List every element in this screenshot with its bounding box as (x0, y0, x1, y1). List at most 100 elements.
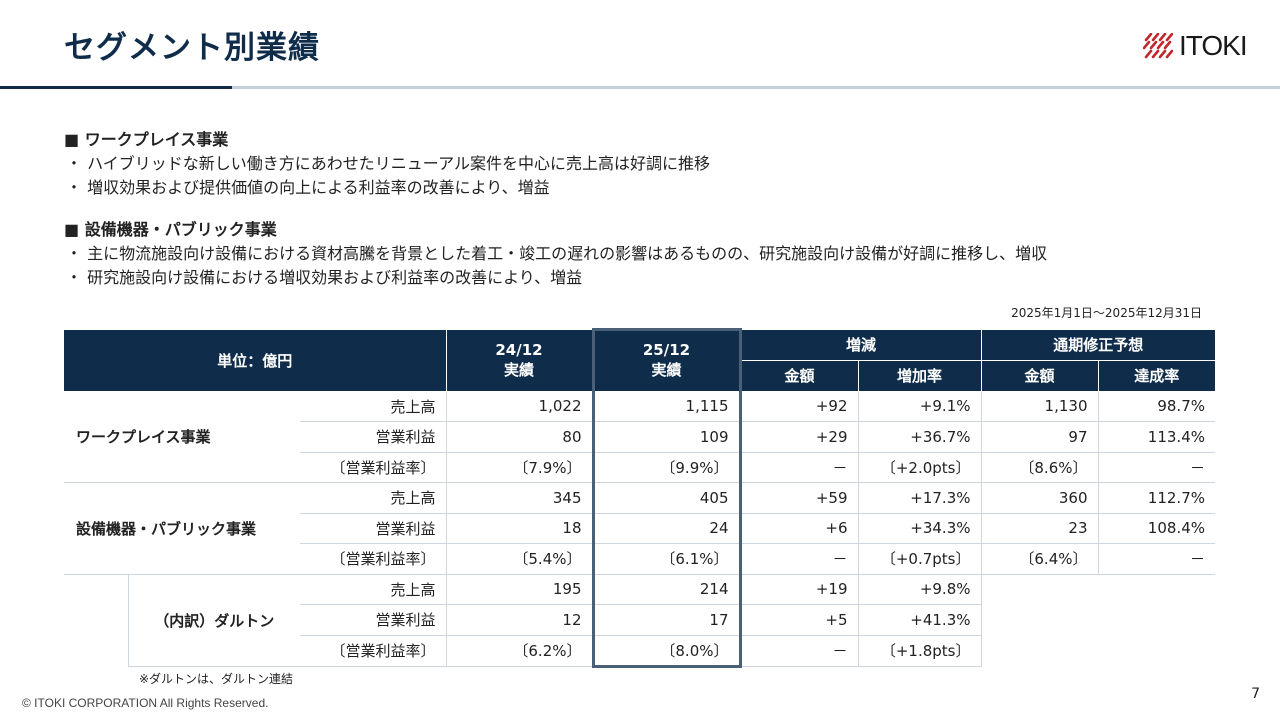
indent-spacer (64, 574, 128, 667)
cell-change: +6 (740, 513, 859, 544)
header-subtitle: 実績 (503, 360, 534, 379)
section-workplace: ■ ワークプレイス事業 ・ ハイブリッドな新しい働き方にあわせたリニューアル案件… (64, 128, 710, 200)
logo-text: ITOKI (1179, 30, 1248, 61)
header-period: 24/12 (495, 340, 543, 359)
copyright: © ITOKI CORPORATION All Rights Reserved. (22, 696, 269, 710)
company-logo: ITOKI (1143, 30, 1248, 62)
cell-2512: 109 (591, 421, 742, 453)
cell-forecast: 360 (981, 482, 1099, 514)
cell-forecast: 〔6.4%〕 (981, 543, 1099, 575)
row-label: 〔営業利益率〕 (300, 635, 447, 667)
cell-2412: 〔6.2%〕 (446, 635, 594, 667)
header-amount: 金額 (740, 360, 859, 392)
cell-change: － (740, 452, 859, 483)
cell-change: － (740, 543, 859, 575)
cell-forecast: 〔8.6%〕 (981, 452, 1099, 483)
header-subtitle: 実績 (651, 361, 682, 380)
cell-change: － (740, 635, 859, 667)
row-label: 売上高 (300, 574, 447, 605)
group-label: ワークプレイス事業 (64, 391, 300, 483)
table-row: 営業利益 80 109 +29 +36.7% 97 113.4% (64, 421, 1215, 453)
row-label: 〔営業利益率〕 (300, 543, 447, 575)
header-rule (232, 86, 1280, 89)
row-label: 売上高 (300, 482, 447, 514)
table-row: （内訳）ダルトン 売上高 195 214 +19 +9.8% (64, 574, 1215, 667)
cell-achievement: 108.4% (1098, 513, 1215, 544)
table-row: 〔営業利益率〕 〔7.9%〕 〔9.9%〕 － 〔+2.0pts〕 〔8.6%〕… (64, 452, 1215, 483)
bullet: ・ 主に物流施設向け設備における資材高騰を背景とした着工・竣工の遅れの影響はある… (66, 244, 1048, 263)
cell-achievement: 113.4% (1098, 421, 1215, 453)
row-label: 営業利益 (300, 604, 447, 636)
table-row: 営業利益 12 17 +5 +41.3% (64, 604, 1215, 636)
cell-forecast: 23 (981, 513, 1099, 544)
cell-change: +59 (740, 482, 859, 514)
cell-2412: 80 (446, 421, 594, 453)
table-row: 〔営業利益率〕 〔6.2%〕 〔8.0%〕 － 〔+1.8pts〕 (64, 635, 1215, 668)
header-rule-accent (0, 86, 232, 89)
cell-rate: 〔+0.7pts〕 (858, 543, 982, 575)
header-period: 25/12 (642, 341, 691, 360)
cell-rate: +17.3% (858, 482, 982, 514)
period-label: 2025年1月1日～2025年12月31日 (1011, 306, 1202, 320)
cell-2512: 〔9.9%〕 (591, 452, 742, 483)
page-title: セグメント別業績 (64, 30, 320, 66)
cell-forecast: 97 (981, 421, 1099, 453)
cell-achievement: 112.7% (1098, 482, 1215, 514)
cell-2512: 17 (591, 604, 742, 636)
row-label: 営業利益 (300, 421, 447, 453)
header-rate: 増加率 (858, 360, 982, 392)
cell-2512: 1,115 (591, 391, 742, 422)
group-label: 設備機器・パブリック事業 (64, 482, 300, 575)
header-change: 増減 (740, 329, 982, 361)
header-2412: 24/12 実績 (446, 329, 594, 392)
cell-2512: 〔8.0%〕 (591, 635, 742, 668)
cell-2412: 〔5.4%〕 (446, 543, 594, 575)
cell-2412: 〔7.9%〕 (446, 452, 594, 483)
itoki-logo-mark-icon (1143, 33, 1173, 59)
cell-2412: 345 (446, 482, 594, 514)
row-label: 〔営業利益率〕 (300, 452, 447, 483)
row-label: 売上高 (300, 391, 447, 422)
cell-achievement: － (1098, 543, 1215, 575)
table-row: 〔営業利益率〕 〔5.4%〕 〔6.1%〕 － 〔+0.7pts〕 〔6.4%〕… (64, 543, 1215, 575)
cell-rate: +9.1% (858, 391, 982, 422)
header-forecast-amount: 金額 (981, 360, 1099, 392)
cell-rate: 〔+1.8pts〕 (858, 635, 982, 667)
bullet: ・ 研究施設向け設備における増収効果および利益率の改善により、増益 (66, 268, 583, 287)
unit-header: 単位：億円 (64, 329, 447, 392)
cell-rate: +36.7% (858, 421, 982, 453)
cell-rate: +9.8% (858, 574, 982, 605)
group-label: （内訳）ダルトン (127, 574, 300, 667)
cell-2512: 24 (591, 513, 742, 544)
cell-rate: 〔+2.0pts〕 (858, 452, 982, 483)
cell-2512: 〔6.1%〕 (591, 543, 742, 575)
cell-change: +92 (740, 391, 859, 422)
header-achievement: 達成率 (1098, 360, 1215, 392)
cell-achievement: 98.7% (1098, 391, 1215, 422)
section-heading: ■ ワークプレイス事業 (64, 130, 229, 149)
cell-rate: +41.3% (858, 604, 982, 636)
segment-results-table: 単位：億円 24/12 実績 25/12 実績 増減 通期修正予想 金額 増加率… (64, 328, 1215, 668)
section-heading: ■ 設備機器・パブリック事業 (64, 220, 277, 239)
cell-2412: 18 (446, 513, 594, 544)
footnote: ※ダルトンは、ダルトン連結 (139, 672, 294, 686)
row-label: 営業利益 (300, 513, 447, 544)
table-row: 設備機器・パブリック事業 売上高 345 405 +59 +17.3% 360 … (64, 482, 1215, 575)
empty-cell (981, 574, 1215, 667)
table-row: ワークプレイス事業 売上高 1,022 1,115 +92 +9.1% 1,13… (64, 391, 1215, 483)
cell-2512: 405 (591, 482, 742, 514)
bullet: ・ 増収効果および提供価値の向上による利益率の改善により、増益 (66, 178, 550, 197)
cell-2412: 195 (446, 574, 594, 605)
cell-change: +29 (740, 421, 859, 453)
table-row: 営業利益 18 24 +6 +34.3% 23 108.4% (64, 513, 1215, 544)
header-2512: 25/12 実績 (591, 328, 742, 392)
cell-achievement: － (1098, 452, 1215, 483)
header-forecast: 通期修正予想 (981, 329, 1215, 361)
cell-forecast: 1,130 (981, 391, 1099, 422)
cell-change: +19 (740, 574, 859, 605)
bullet: ・ ハイブリッドな新しい働き方にあわせたリニューアル案件を中心に売上高は好調に推… (66, 154, 710, 173)
section-equipment-public: ■ 設備機器・パブリック事業 ・ 主に物流施設向け設備における資材高騰を背景とし… (64, 218, 1047, 290)
cell-2412: 1,022 (446, 391, 594, 422)
cell-2412: 12 (446, 604, 594, 636)
page-number: 7 (1251, 686, 1260, 702)
